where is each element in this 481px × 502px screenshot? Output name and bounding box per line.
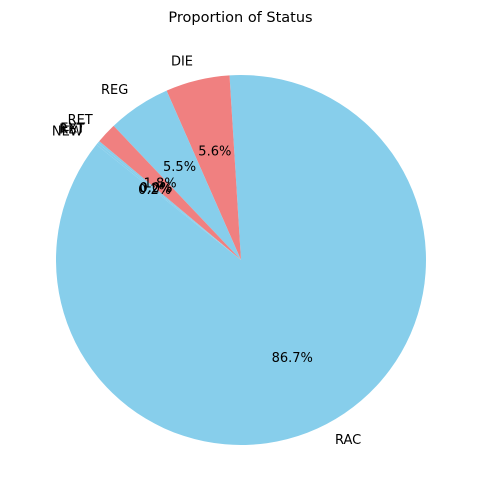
percent-label-die-4: 5.6% <box>198 145 231 160</box>
slice-label-rac-3: RAC <box>335 433 361 448</box>
chart-title: Proportion of Status <box>168 10 312 26</box>
pie-slice-rac-3 <box>55 75 426 446</box>
pie-slices <box>55 75 426 446</box>
pie-slice-reg-5 <box>113 90 241 260</box>
percent-label-ret-1: 0.2% <box>139 182 172 197</box>
percent-label-new-2: 0.2% <box>138 183 171 198</box>
pie-slice-ret-1 <box>97 141 241 260</box>
percent-label-reg-5: 5.5% <box>163 160 196 175</box>
slice-label-ret-6: RET <box>68 113 93 128</box>
slice-label-ret-1: RET <box>59 123 84 138</box>
pie-slice-new-2 <box>96 142 241 260</box>
percent-label-ret-6: 1.8% <box>144 176 177 191</box>
percent-label-rac-3: 86.7% <box>272 351 313 366</box>
pie-slice-ret-6 <box>99 125 241 260</box>
slice-label-ext-0: EXT <box>60 122 85 137</box>
percent-label-ext-0: 0.0% <box>139 181 172 196</box>
slice-label-reg-5: REG <box>101 83 128 98</box>
slice-label-new-2: NEW <box>52 125 83 140</box>
pie-slice-die-4 <box>166 75 241 260</box>
slice-label-die-4: DIE <box>171 55 193 70</box>
pie-percent-labels: 0.0%0.2%0.2%86.7%5.6%5.5%1.8% <box>138 145 313 366</box>
